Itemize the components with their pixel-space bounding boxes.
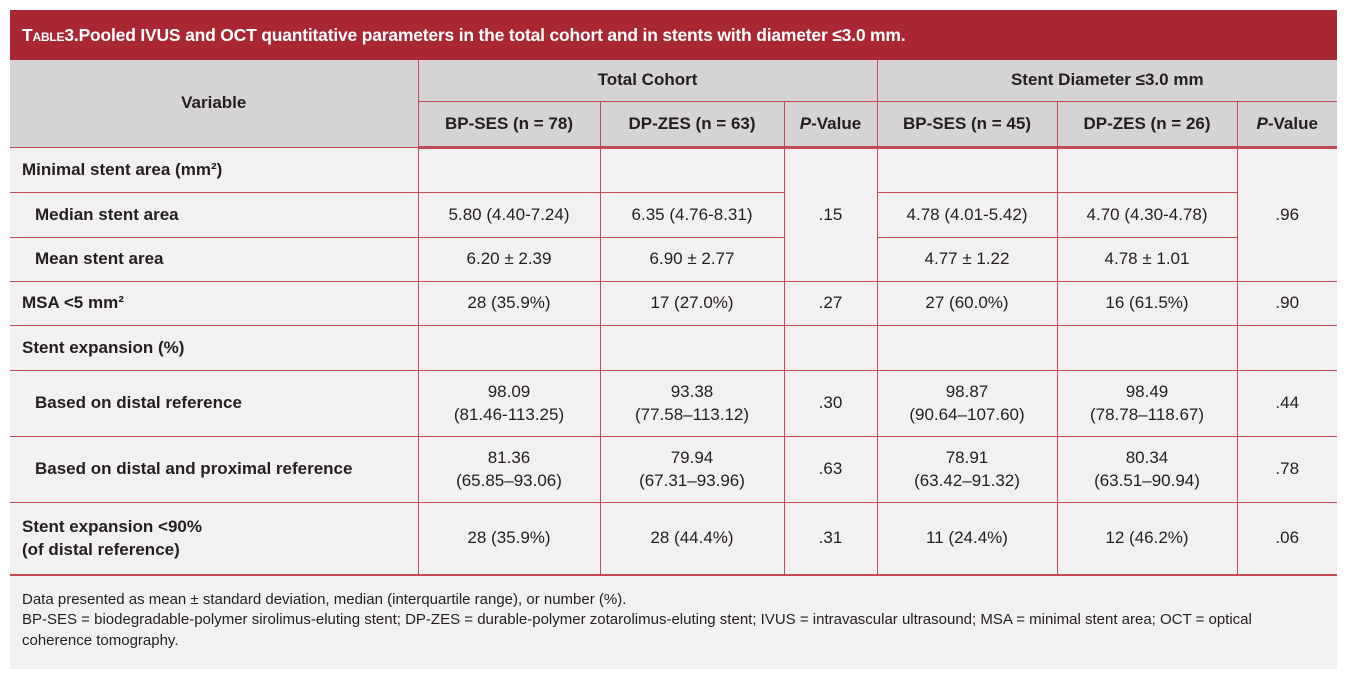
cell-pvalue-total-msa: .15 <box>783 146 878 282</box>
table-row-median-stent-area: Median stent area 5.80 (4.40-7.24) 6.35 … <box>10 191 1337 238</box>
cell-value: 4.78 ± 1.01 <box>1056 236 1237 282</box>
table-row-msa-lt-5: MSA <5 mm² 28 (35.9%) 17 (27.0%) .27 27 … <box>10 280 1337 326</box>
cell-value: 79.94 (67.31–93.96) <box>599 435 785 503</box>
cell-value: 16 (61.5%) <box>1056 280 1238 326</box>
row-label: Median stent area <box>10 191 419 238</box>
row-label: Based on distal and proximal reference <box>10 435 419 503</box>
header-bpses-small: BP-SES (n = 45) <box>876 100 1058 149</box>
footnote-abbreviations: BP-SES = biodegradable-polymer sirolimus… <box>22 611 1252 649</box>
cell-empty <box>1056 146 1238 193</box>
header-group-small-stents: Stent Diameter ≤3.0 mm <box>876 60 1337 102</box>
cell-value: 28 (35.9%) <box>417 501 601 575</box>
cell-value: 6.20 ± 2.39 <box>417 236 601 282</box>
row-label: Based on distal reference <box>10 369 419 437</box>
row-label: Mean stent area <box>10 236 419 282</box>
cell-value: 5.80 (4.40-7.24) <box>417 191 601 238</box>
cell-value: 4.78 (4.01-5.42) <box>876 191 1058 238</box>
header-pvalue-small: P-Value <box>1236 100 1337 149</box>
cell-empty <box>876 324 1058 371</box>
header-dpzes-total: DP-ZES (n = 63) <box>599 100 785 149</box>
cell-value: 17 (27.0%) <box>599 280 785 326</box>
table-row-minimal-stent-area: Minimal stent area (mm²) .15 .96 <box>10 146 1337 282</box>
cell-value: 12 (46.2%) <box>1056 501 1238 575</box>
cell-value: 98.87 (90.64–107.60) <box>876 369 1058 437</box>
cell-value: 27 (60.0%) <box>876 280 1058 326</box>
table-figure: Table 3. Pooled IVUS and OCT quantitativ… <box>10 10 1337 669</box>
table-row-expansion-lt-90: Stent expansion <90% (of distal reference… <box>10 501 1337 575</box>
cell-value: 6.90 ± 2.77 <box>599 236 785 282</box>
cell-pvalue-small-msa: .96 <box>1236 146 1337 282</box>
footnote-data-presentation: Data presented as mean ± standard deviat… <box>22 590 627 608</box>
cell-empty <box>417 146 601 193</box>
cell-value: 28 (44.4%) <box>599 501 785 575</box>
table-title: Table 3. Pooled IVUS and OCT quantitativ… <box>10 10 1337 60</box>
cell-value: 93.38 (77.58–113.12) <box>599 369 785 437</box>
row-label: MSA <5 mm² <box>10 280 419 326</box>
cell-value: 4.77 ± 1.22 <box>876 236 1058 282</box>
header-bpses-total: BP-SES (n = 78) <box>418 100 601 149</box>
table-row-distal-reference: Based on distal reference 98.09 (81.46-11… <box>10 369 1337 437</box>
table-label: Table <box>22 24 65 45</box>
cell-value: 28 (35.9%) <box>417 280 601 326</box>
cell-pvalue: .30 <box>783 369 878 437</box>
row-label: Stent expansion (%) <box>10 324 419 371</box>
table-row-stent-expansion: Stent expansion (%) <box>10 324 1337 371</box>
table-footnotes: Data presented as mean ± standard deviat… <box>10 574 1337 669</box>
cell-empty <box>599 146 785 193</box>
cell-value: 81.36 (65.85–93.06) <box>417 435 601 503</box>
cell-value: 4.70 (4.30-4.78) <box>1056 191 1237 238</box>
header-variable: Variable <box>10 60 419 148</box>
cell-pvalue: .06 <box>1236 501 1337 575</box>
header-dpzes-small: DP-ZES (n = 26) <box>1056 100 1238 149</box>
cell-empty <box>417 324 601 371</box>
table-title-text: Pooled IVUS and OCT quantitative paramet… <box>78 24 906 45</box>
cell-empty <box>599 324 785 371</box>
cell-empty <box>876 146 1058 193</box>
table-row-distal-proximal-reference: Based on distal and proximal reference 8… <box>10 435 1337 503</box>
cell-value: 6.35 (4.76-8.31) <box>599 191 785 238</box>
cell-empty <box>1236 324 1337 371</box>
cell-pvalue: .90 <box>1236 280 1337 326</box>
cell-value: 78.91 (63.42–91.32) <box>876 435 1058 503</box>
cell-pvalue: .31 <box>783 501 878 575</box>
cell-value: 98.49 (78.78–118.67) <box>1056 369 1238 437</box>
cell-pvalue: .27 <box>783 280 878 326</box>
row-label: Stent expansion <90% (of distal reference… <box>10 501 419 575</box>
cell-pvalue: .78 <box>1236 435 1337 503</box>
header-group-total-cohort: Total Cohort <box>417 60 878 102</box>
cell-empty <box>783 324 878 371</box>
cell-value: 11 (24.4%) <box>876 501 1058 575</box>
data-table: Variable Total Cohort Stent Diameter ≤3.… <box>10 60 1337 575</box>
table-number: 3. <box>64 24 79 45</box>
cell-value: 98.09 (81.46-113.25) <box>417 369 601 437</box>
header-pvalue-total: P-Value <box>783 100 878 149</box>
table-row-mean-stent-area: Mean stent area 6.20 ± 2.39 6.90 ± 2.77 … <box>10 236 1337 282</box>
cell-pvalue: .63 <box>783 435 878 503</box>
header-row-groups: Variable Total Cohort Stent Diameter ≤3.… <box>10 60 1337 148</box>
cell-empty <box>1056 324 1238 371</box>
row-label: Minimal stent area (mm²) <box>10 146 419 193</box>
cell-pvalue: .44 <box>1236 369 1337 437</box>
cell-value: 80.34 (63.51–90.94) <box>1056 435 1238 503</box>
header-row-columns: BP-SES (n = 78) DP-ZES (n = 63) P-Value … <box>10 100 1337 149</box>
